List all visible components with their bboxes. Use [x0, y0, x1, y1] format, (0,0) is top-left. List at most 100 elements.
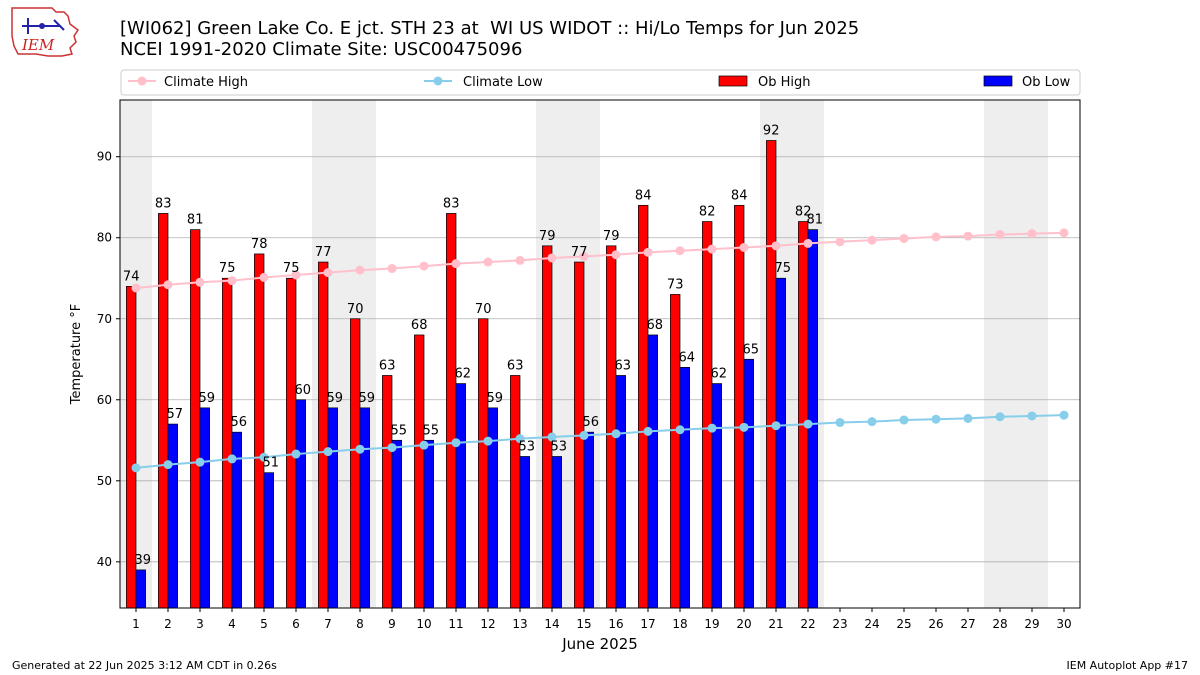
climate-low-point	[259, 452, 269, 462]
ob-low-bar	[327, 407, 338, 609]
climate-high-point	[867, 235, 877, 245]
ob-low-bar	[167, 423, 178, 609]
climate-low-point	[803, 419, 813, 429]
climate-low-point	[707, 423, 717, 433]
climate-high-point	[323, 268, 333, 278]
climate-high-point	[771, 241, 781, 251]
ob-low-label: 59	[487, 391, 504, 406]
ob-low-label: 39	[135, 553, 152, 568]
climate-high-point	[1059, 228, 1069, 238]
x-tick-label: 18	[672, 617, 687, 631]
ob-low-bar	[775, 277, 786, 609]
plot-frame	[119, 99, 1081, 609]
x-tick-label: 22	[800, 617, 815, 631]
legend-climate-low-marker	[433, 76, 443, 86]
climate-low-point	[419, 440, 429, 450]
ob-low-bar	[423, 439, 434, 609]
legend-climate-low-label: Climate Low	[463, 75, 543, 90]
climate-high-point	[995, 229, 1005, 239]
climate-high-point	[195, 277, 205, 287]
climate-low-point	[227, 454, 237, 464]
ob-high-bar	[606, 245, 617, 609]
ob-high-bar	[286, 277, 297, 609]
ob-low-label: 51	[263, 456, 280, 471]
climate-high-point	[387, 264, 397, 274]
climate-high-point	[675, 246, 685, 256]
x-tick-label: 20	[736, 617, 751, 631]
ob-low-label: 53	[519, 439, 536, 454]
ob-high-bar	[734, 204, 745, 609]
legend-climate-high-label: Climate High	[164, 75, 248, 90]
climate-high-point	[739, 242, 749, 252]
ob-high-label: 84	[635, 188, 652, 203]
ob-high-label: 84	[731, 188, 748, 203]
ob-high-label: 92	[763, 124, 780, 139]
ob-low-label: 62	[711, 367, 728, 382]
ob-high-bar	[350, 318, 361, 609]
climate-low-point	[675, 425, 685, 435]
y-tick-label: 60	[97, 393, 112, 407]
climate-high-point	[611, 250, 621, 260]
ob-low-bar	[519, 456, 530, 609]
legend-ob-high-label: Ob High	[758, 75, 811, 90]
x-tick-label: 17	[640, 617, 655, 631]
climate-low-point	[1027, 411, 1037, 421]
climate-high-point	[931, 232, 941, 242]
legend-ob-high-swatch	[718, 75, 748, 87]
climate-high-point	[259, 272, 269, 282]
climate-low-point	[483, 436, 493, 446]
climate-high-point	[451, 259, 461, 269]
climate-low-point	[963, 413, 973, 423]
x-tick-label: 9	[388, 617, 396, 631]
ob-low-bar	[455, 383, 466, 609]
climate-low-point	[323, 447, 333, 457]
ob-high-label: 82	[699, 205, 716, 220]
ob-high-label: 63	[507, 358, 524, 373]
ob-high-bar	[638, 204, 649, 609]
legend-ob-low-label: Ob Low	[1022, 75, 1071, 90]
ob-low-label: 62	[455, 367, 472, 382]
ob-high-label: 82	[795, 205, 812, 220]
legend-box	[120, 69, 1081, 96]
climate-high-point	[355, 265, 365, 275]
climate-low-point	[995, 412, 1005, 422]
climate-high-point	[547, 253, 557, 263]
chart-title: [WI062] Green Lake Co. E jct. STH 23 at …	[120, 18, 859, 60]
x-tick-label: 27	[960, 617, 975, 631]
ob-high-label: 70	[347, 302, 364, 317]
ob-low-bar	[135, 569, 146, 609]
ob-low-bar	[615, 375, 626, 609]
climate-high-point	[579, 251, 589, 261]
ob-high-bar	[478, 318, 489, 609]
climate-low-point	[291, 449, 301, 459]
climate-low-point	[355, 444, 365, 454]
ob-high-bar	[318, 261, 329, 609]
x-tick-label: 16	[608, 617, 623, 631]
x-tick-label: 29	[1024, 617, 1039, 631]
climate-high-point	[227, 276, 237, 286]
ob-low-label: 55	[391, 423, 408, 438]
climate-low-point	[579, 430, 589, 440]
ob-high-label: 74	[123, 269, 140, 284]
ob-high-label: 63	[379, 358, 396, 373]
ob-low-label: 57	[167, 407, 184, 422]
ob-low-label: 53	[551, 439, 568, 454]
x-tick-label: 6	[292, 617, 300, 631]
ob-high-label: 79	[603, 229, 620, 244]
ob-high-label: 78	[251, 237, 268, 252]
ob-high-bar	[254, 253, 265, 609]
y-tick-label: 80	[97, 231, 112, 245]
climate-high-point	[707, 244, 717, 254]
ob-high-bar	[702, 221, 713, 609]
ob-high-bar	[510, 375, 521, 609]
ob-high-bar	[222, 277, 233, 609]
climate-high-point	[483, 257, 493, 267]
climate-low-point	[195, 457, 205, 467]
ob-low-bar	[551, 456, 562, 609]
legend-climate-high-marker	[137, 76, 147, 86]
logo-text: IEM	[21, 36, 55, 54]
climate-low-point	[451, 438, 461, 448]
climate-low-point	[643, 426, 653, 436]
x-tick-label: 12	[480, 617, 495, 631]
